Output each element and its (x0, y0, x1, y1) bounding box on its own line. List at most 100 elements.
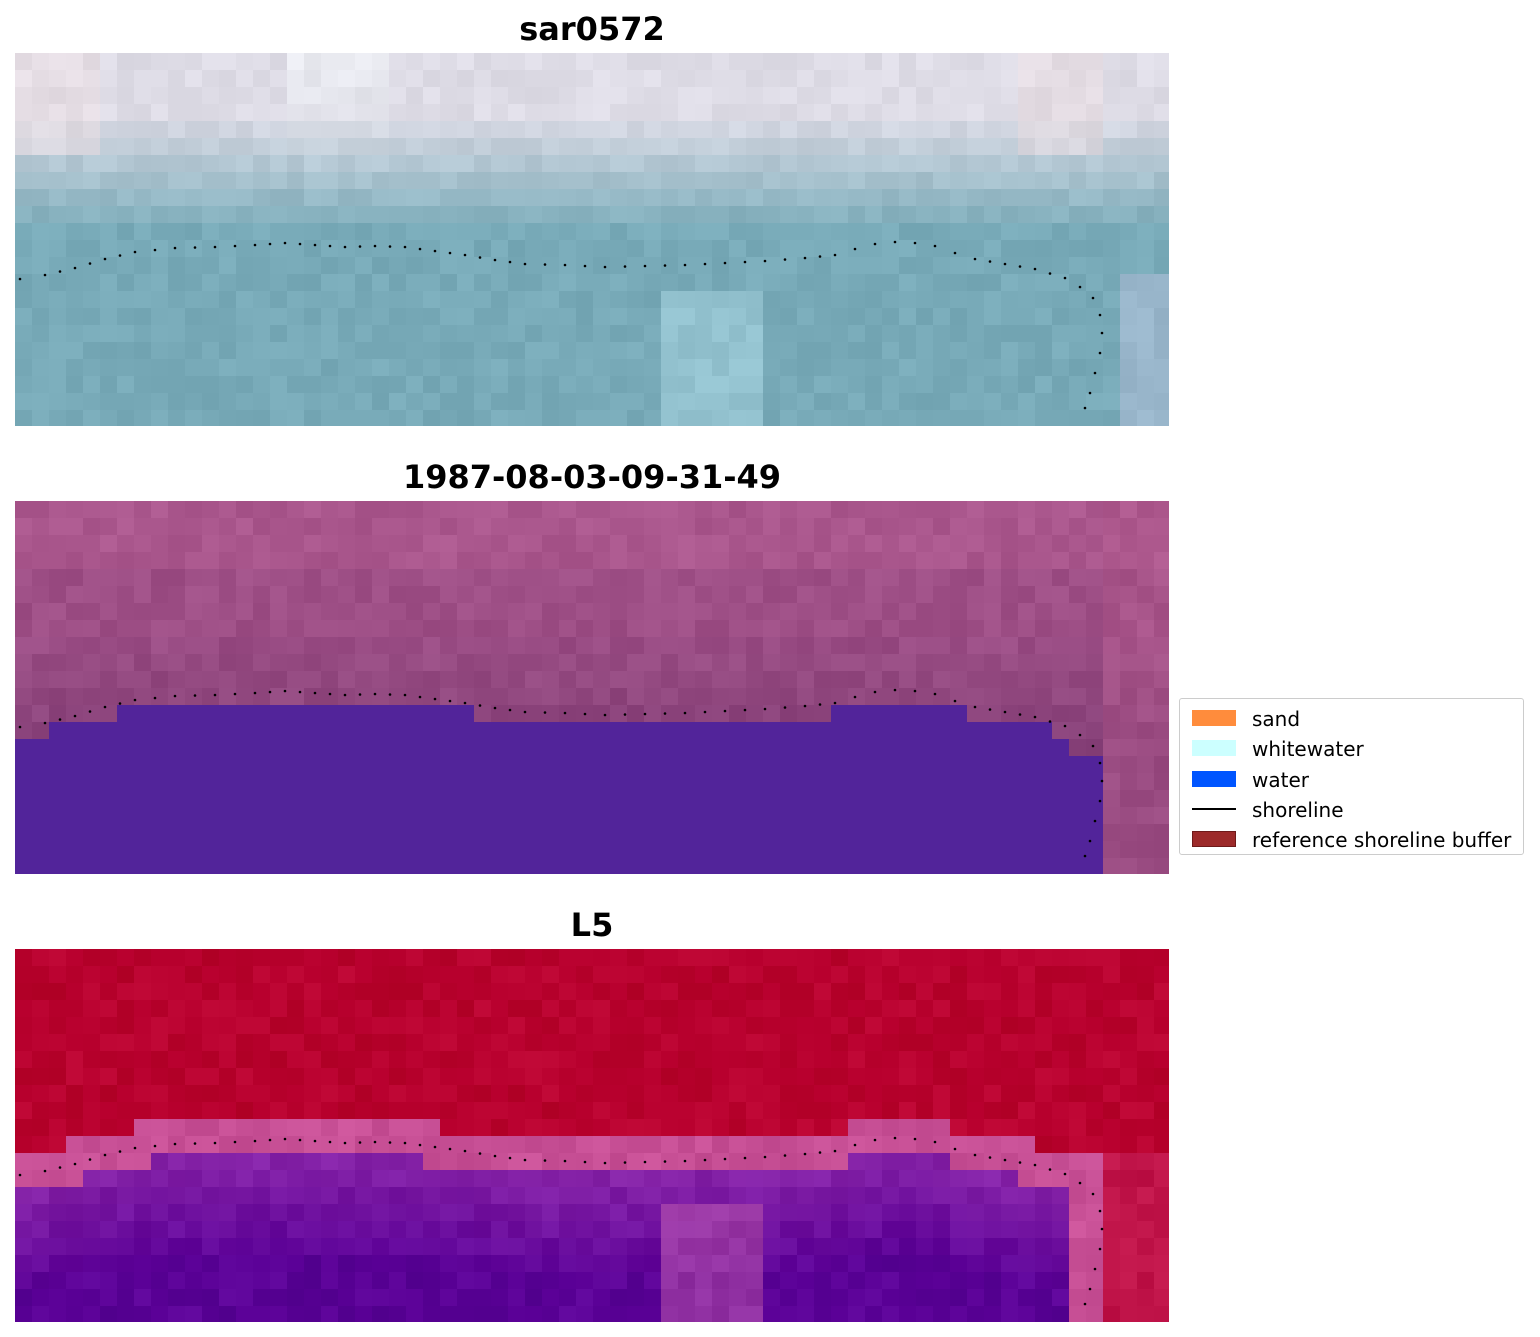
shoreline-point (603, 265, 607, 269)
legend-label-sand: sand (1252, 707, 1301, 731)
shoreline-point (1063, 276, 1067, 280)
shoreline-point (18, 1173, 22, 1177)
index-image-panel (15, 949, 1169, 1322)
shoreline-point (283, 241, 287, 245)
shoreline-point (253, 1139, 257, 1143)
legend-item-water: water (1186, 764, 1517, 794)
shoreline-point (1018, 1161, 1022, 1164)
shoreline-point (523, 710, 527, 714)
shoreline-point (1063, 1172, 1067, 1176)
shoreline-point (523, 1158, 527, 1162)
reference-buffer-swatch (1192, 831, 1236, 848)
legend-label-reference-buffer: reference shoreline buffer (1252, 828, 1512, 853)
shoreline-point (233, 244, 237, 248)
shoreline-point (1048, 720, 1052, 723)
shoreline-point (893, 1136, 897, 1140)
shoreline-point (563, 711, 567, 715)
shoreline-point (933, 692, 937, 696)
classified-image (15, 501, 1169, 874)
legend-item-whitewater: whitewater (1186, 733, 1517, 763)
shoreline-point (1098, 313, 1102, 317)
shoreline-point (448, 251, 452, 255)
shoreline-point (433, 697, 437, 701)
shoreline-point (663, 264, 667, 267)
shoreline-point (873, 1138, 877, 1142)
shoreline-point (803, 704, 807, 708)
shoreline-point (358, 1141, 362, 1144)
shoreline-point (583, 1160, 587, 1164)
shoreline-point (283, 1137, 287, 1141)
shoreline (18, 240, 1104, 410)
shoreline-point (703, 262, 707, 266)
shoreline-point (893, 688, 897, 692)
water-swatch (1192, 770, 1236, 787)
shoreline-point (268, 1138, 272, 1142)
shoreline-point (643, 264, 647, 268)
sar-image-panel (15, 53, 1169, 426)
shoreline-point (373, 692, 377, 696)
shoreline-point (328, 244, 332, 248)
shoreline-point (193, 1142, 197, 1145)
shoreline-point (933, 244, 937, 248)
shoreline-point (643, 712, 647, 716)
shoreline-point (763, 259, 767, 263)
shoreline-point (833, 701, 837, 705)
shoreline-point (913, 689, 917, 693)
shoreline-point (913, 1137, 917, 1141)
shoreline-point (1033, 715, 1037, 719)
shoreline-point (723, 709, 727, 713)
shoreline-point (268, 690, 272, 694)
shoreline-point (1078, 1181, 1082, 1185)
shoreline-point (403, 245, 407, 249)
shoreline-point (343, 1141, 347, 1145)
shoreline-point (418, 247, 422, 251)
shoreline-point (373, 1140, 377, 1144)
shoreline-point (1100, 779, 1104, 783)
shoreline-point (213, 693, 217, 697)
legend: sand whitewater water shoreline referenc… (1179, 698, 1524, 855)
shoreline-point (853, 1143, 857, 1147)
shoreline-point (43, 1169, 47, 1173)
shoreline-point (403, 1141, 407, 1145)
shoreline-point (988, 260, 992, 263)
shoreline-point (388, 245, 392, 248)
shoreline-point (173, 246, 177, 250)
shoreline-point (953, 1147, 957, 1151)
shoreline-point (118, 1150, 122, 1153)
shoreline-point (818, 255, 822, 258)
shoreline-point (253, 243, 257, 247)
shoreline-point (873, 690, 877, 694)
shoreline-point (1098, 351, 1102, 355)
shoreline-point (328, 692, 332, 696)
shoreline-point (763, 1155, 767, 1159)
shoreline-point (663, 712, 667, 715)
shoreline-point (833, 253, 837, 257)
shoreline-point (1098, 799, 1102, 803)
shoreline-point (973, 257, 977, 261)
shoreline-point (73, 266, 77, 270)
classified-image-panel (15, 501, 1169, 874)
shoreline-point (103, 705, 107, 709)
shoreline-point (683, 1159, 687, 1163)
shoreline-point (118, 702, 122, 705)
shoreline-point (328, 1140, 332, 1144)
shoreline-point (583, 712, 587, 716)
shoreline-point (543, 263, 547, 266)
sar-image (15, 53, 1169, 426)
legend-label-water: water (1252, 767, 1309, 792)
shoreline-point (1091, 744, 1095, 748)
shoreline-point (18, 277, 22, 281)
shoreline-point (1088, 391, 1092, 395)
legend-item-shoreline: shoreline (1186, 794, 1517, 824)
shoreline-point (988, 708, 992, 711)
shoreline-point (683, 711, 687, 715)
shoreline-point (703, 710, 707, 714)
shoreline-point (58, 270, 62, 273)
shoreline-point (18, 725, 22, 729)
shoreline-point (478, 1152, 482, 1155)
panel-title-sar: sar0572 (519, 10, 665, 48)
shoreline-point (448, 699, 452, 703)
shoreline-point (1083, 406, 1087, 410)
shoreline-point (563, 263, 567, 267)
shoreline-point (988, 1156, 992, 1159)
